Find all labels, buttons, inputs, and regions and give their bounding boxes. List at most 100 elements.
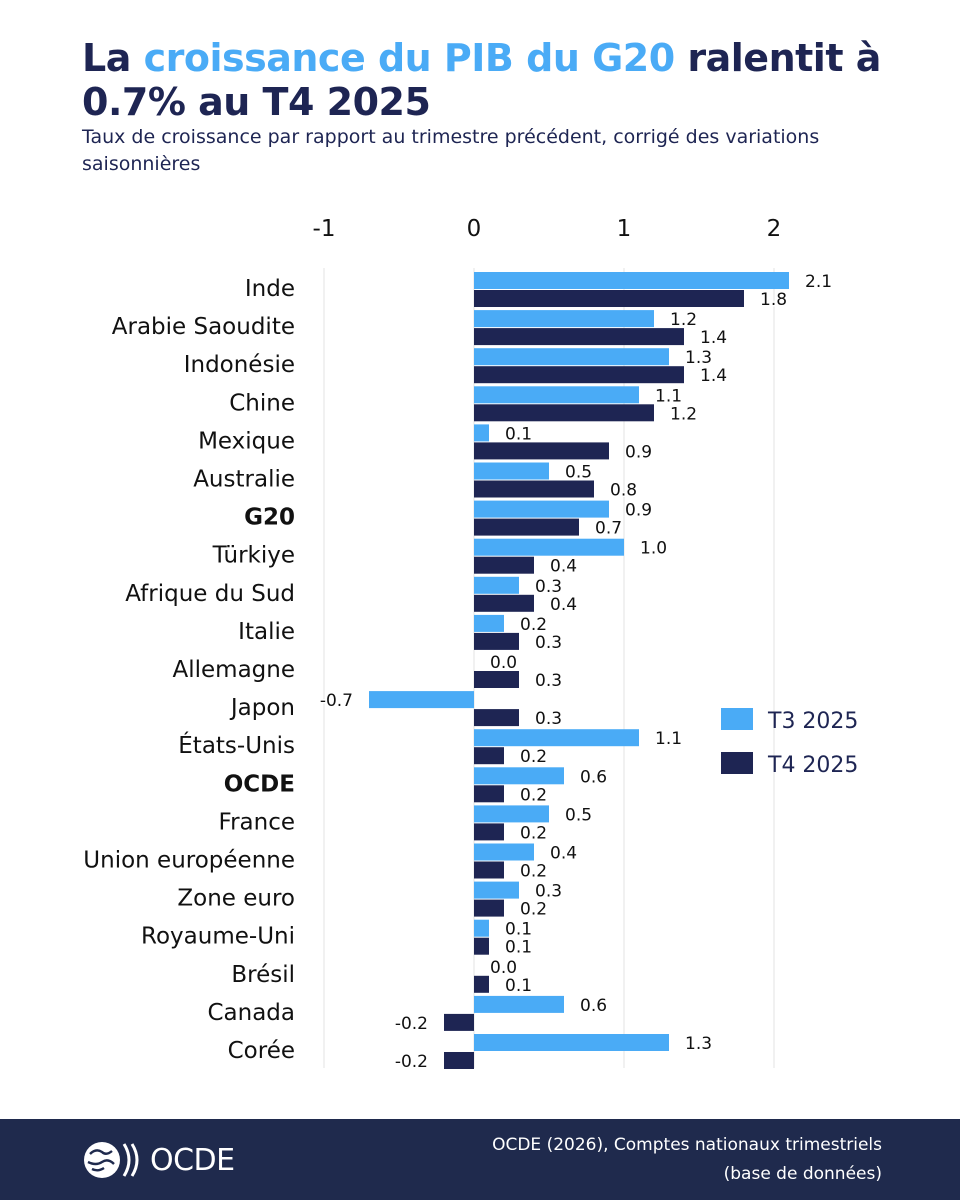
bar-t4 [474, 518, 579, 536]
x-tick-label: 1 [617, 216, 632, 242]
bar-t4 [474, 594, 534, 612]
legend-swatch-t3 [721, 708, 753, 730]
bar-t4 [474, 632, 519, 650]
data-labels: 2.11.81.21.41.31.41.11.20.10.90.50.80.90… [318, 271, 833, 1074]
bar-t4 [444, 1013, 474, 1031]
bar-t4 [474, 328, 684, 346]
data-label-t3: 0.2 [520, 615, 547, 635]
oecd-logo: OCDE [82, 1137, 235, 1183]
data-label-t3: 0.3 [535, 882, 562, 902]
data-label-t4: 0.1 [505, 938, 532, 958]
bar-t4 [474, 442, 609, 460]
category-label: Zone euro [177, 886, 295, 912]
bar-t3 [474, 462, 549, 480]
category-label: Italie [238, 619, 295, 645]
x-axis-ticks: -1 0 1 2 [313, 216, 782, 242]
x-tick-label: 2 [767, 216, 782, 242]
bar-t4 [474, 747, 504, 765]
title-part1: La [82, 36, 144, 80]
category-label: Mexique [198, 428, 295, 454]
bar-t3 [474, 767, 564, 785]
bar-t3 [369, 691, 474, 709]
category-label: G20 [244, 505, 295, 531]
bar-t3 [474, 424, 489, 442]
category-label: Union européenne [83, 848, 295, 874]
bar-t4 [444, 1052, 474, 1069]
bar-t4 [474, 861, 504, 879]
bar-t3 [474, 386, 639, 404]
data-label-t3: 0.1 [505, 424, 532, 444]
data-label-t4: -0.2 [395, 1052, 428, 1072]
data-label-t3: 0.5 [565, 463, 592, 483]
legend-label-t4: T4 2025 [767, 753, 858, 778]
bar-t4 [474, 290, 744, 307]
data-label-t3: 1.3 [685, 1034, 712, 1054]
bar-t3 [474, 919, 489, 937]
data-label-t3: 0.6 [580, 767, 607, 787]
data-label-t3: 0.9 [625, 501, 652, 521]
data-label-t3: 0.1 [505, 920, 532, 940]
source-note: OCDE (2026), Comptes nationaux trimestri… [422, 1131, 882, 1189]
data-label-t3: -0.7 [320, 691, 353, 711]
bar-t4 [474, 366, 684, 384]
data-label-t4: 1.4 [700, 328, 727, 348]
data-label-t3: 0.6 [580, 996, 607, 1016]
category-label: France [219, 809, 295, 835]
data-label-t4: 0.2 [520, 747, 547, 767]
category-label: Allemagne [173, 657, 296, 683]
bar-t3 [474, 500, 609, 518]
category-label: Inde [245, 276, 295, 302]
title-part2: ralentit à 0.7% au T4 2025 [82, 36, 881, 124]
category-label: Türkiye [212, 543, 295, 569]
bar-t4 [474, 404, 654, 422]
category-label: Arabie Saoudite [112, 314, 295, 340]
bar-t3 [474, 995, 564, 1013]
bar-t4 [474, 671, 519, 688]
data-label-t3: 1.3 [685, 348, 712, 368]
category-label: Afrique du Sud [125, 581, 295, 607]
data-label-t4: 0.4 [550, 595, 577, 615]
category-label: Royaume-Uni [141, 924, 295, 950]
category-label: Chine [229, 390, 295, 416]
data-label-t4: 0.2 [520, 900, 547, 920]
bar-t4 [474, 709, 519, 727]
data-label-t3: 0.5 [565, 805, 592, 825]
category-label: États-Unis [178, 731, 295, 759]
category-labels: Inde Arabie Saoudite Indonésie Chine Mexique… [83, 276, 295, 1064]
bar-t3 [474, 272, 789, 289]
bar-t3 [474, 538, 624, 556]
category-label: Canada [207, 1000, 295, 1026]
category-label: Brésil [231, 962, 295, 988]
data-label-t4: 0.4 [550, 557, 577, 577]
bar-t4 [474, 823, 504, 841]
bar-t4 [474, 975, 489, 993]
data-label-t4: 0.2 [520, 785, 547, 805]
legend: T3 2025 T4 2025 [721, 708, 858, 778]
data-label-t3: 1.2 [670, 310, 697, 330]
data-label-t3: 0.0 [490, 958, 517, 978]
bar-chart: -1 0 1 2 2.11.81.21.41.31.41.11.20.10.90.50… [83, 216, 858, 1074]
oecd-logo-text: OCDE [150, 1142, 235, 1178]
data-label-t4: 0.2 [520, 862, 547, 882]
data-label-t4: 1.2 [670, 404, 697, 424]
category-label: Corée [228, 1038, 295, 1064]
chart-title: La croissance du PIB du G20 ralentit à 0… [82, 36, 942, 124]
bar-t3 [474, 1034, 669, 1051]
bar-t4 [474, 480, 594, 498]
x-tick-label: -1 [313, 216, 336, 242]
data-label-t3: 1.1 [655, 386, 682, 406]
bar-t4 [474, 556, 534, 574]
data-label-t3: 1.0 [640, 539, 667, 559]
bar-t3 [474, 310, 654, 328]
bar-t3 [474, 843, 534, 861]
category-label: Australie [193, 467, 295, 493]
category-label: OCDE [224, 771, 295, 797]
data-label-t4: 0.2 [520, 823, 547, 843]
bar-t4 [474, 937, 489, 955]
data-label-t3: 0.0 [490, 653, 517, 673]
data-label-t3: 0.3 [535, 577, 562, 597]
data-label-t3: 0.4 [550, 844, 577, 864]
data-label-t4: -0.2 [395, 1014, 428, 1034]
bar-t3 [474, 881, 519, 899]
footer: OCDE OCDE (2026), Comptes nationaux trim… [0, 1119, 960, 1200]
